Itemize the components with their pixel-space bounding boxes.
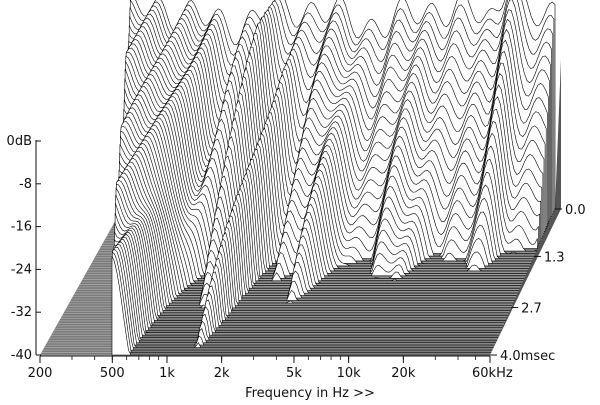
y-tick-label: -8 (19, 177, 32, 192)
y-axis-ticks: 0dB -8 -16 -24 -32 -40 (7, 134, 41, 363)
y-tick-label: -40 (11, 348, 32, 363)
x-tick-label: 200 (28, 366, 53, 381)
waterfall-slice (113, 236, 499, 338)
waterfall-slice (114, 222, 502, 331)
x-axis-ticks: 200 500 1k 2k 5k 10k 20k 60kHz (28, 355, 513, 381)
x-tick-label: 1k (159, 366, 175, 381)
time-axis-ticks: 0.0 1.3 2.7 4.0msec (490, 203, 586, 364)
waterfall-slice (111, 251, 492, 353)
x-axis-title: Frequency in Hz >> (245, 386, 375, 401)
x-tick-label: 10k (337, 366, 362, 381)
y-tick-label: -32 (11, 305, 32, 320)
y-tick-label: -24 (11, 262, 32, 277)
waterfall-slices (111, 0, 556, 356)
waterfall-slice (113, 234, 499, 336)
time-tick-label: 4.0msec (500, 349, 555, 364)
y-tick-label: -16 (11, 220, 32, 235)
waterfall-slice (113, 241, 496, 343)
x-tick-label: 20k (391, 366, 416, 381)
y-tick-label: 0dB (7, 134, 32, 149)
time-tick-label: 0.0 (565, 203, 586, 218)
waterfall-slice (112, 243, 495, 346)
waterfall-slice (112, 246, 494, 348)
waterfall-slice (111, 256, 490, 356)
waterfall-slice (113, 238, 497, 341)
x-tick-label: 5k (286, 366, 302, 381)
x-tick-label: 60kHz (472, 366, 513, 381)
time-tick-label: 1.3 (544, 250, 565, 265)
waterfall-slice (114, 231, 501, 334)
waterfall-slice (112, 249, 493, 351)
time-tick-label: 2.7 (521, 302, 542, 317)
x-tick-label: 500 (100, 366, 125, 381)
x-tick-label: 2k (214, 366, 230, 381)
